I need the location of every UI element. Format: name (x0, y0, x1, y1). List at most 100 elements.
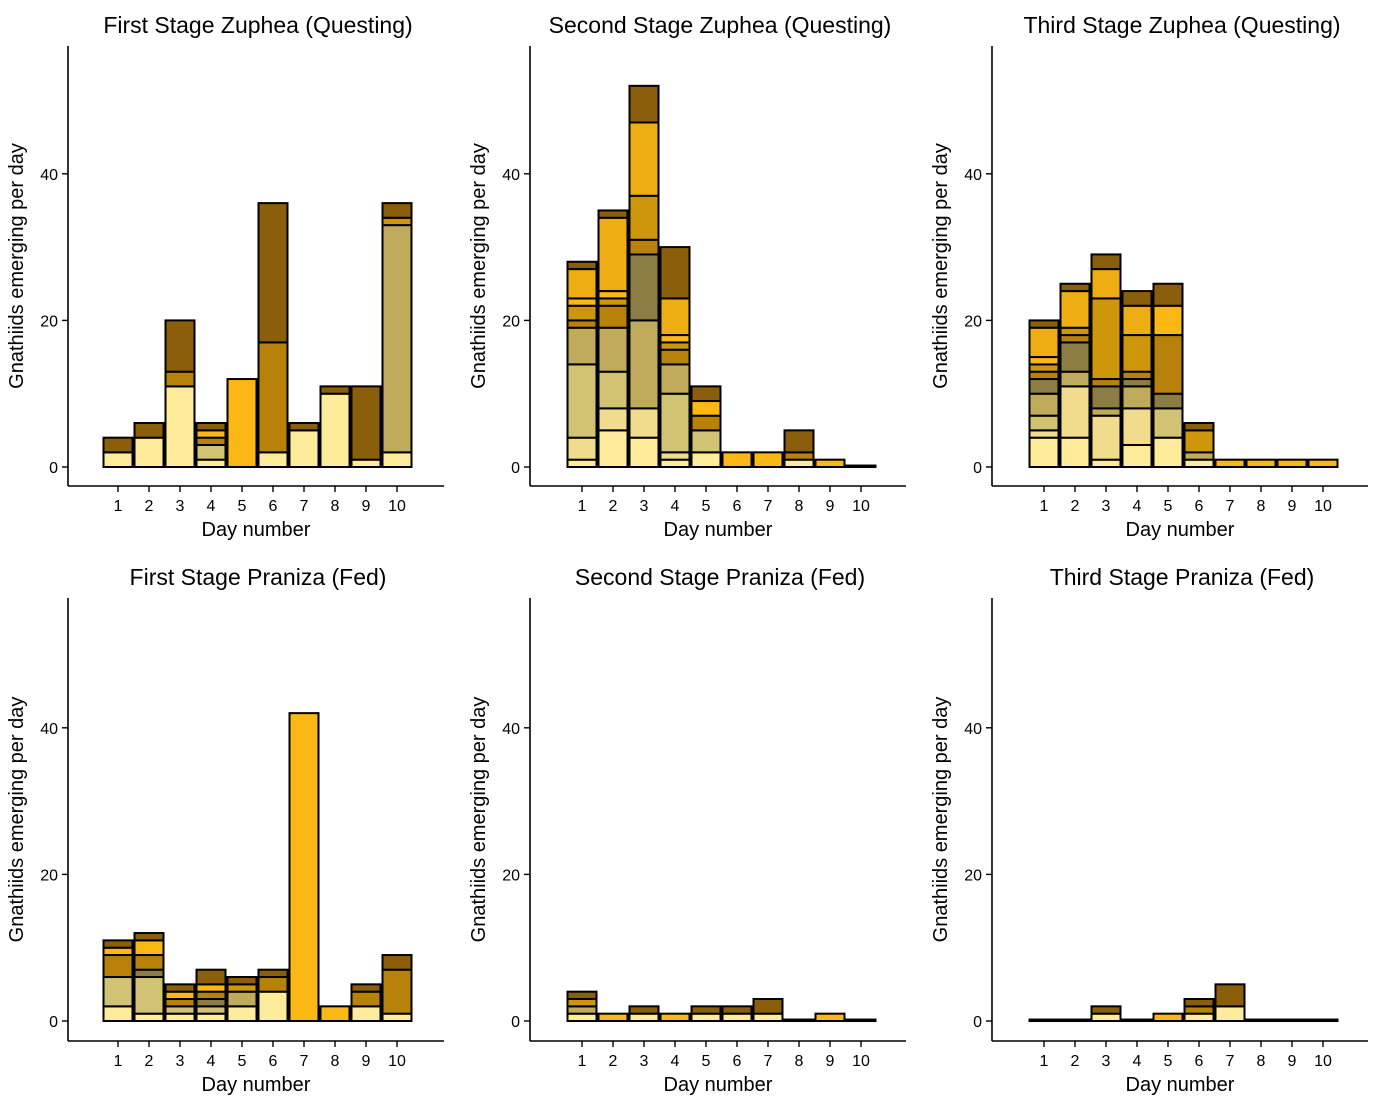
panel-4: First Stage Praniza (Fed) 0 20 40 Gnathiids … (6, 564, 444, 1096)
x-tick-label: 8 (331, 1053, 340, 1070)
bar-day-2 (1059, 1018, 1091, 1023)
bar-segment (752, 451, 784, 468)
bar-day-4 (195, 968, 227, 1022)
y-tick-label: 20 (40, 313, 58, 330)
x-tick-label: 8 (1257, 1053, 1266, 1070)
x-tick-label: 2 (145, 498, 154, 515)
bar-segment (381, 968, 413, 1015)
bar-segment (350, 458, 382, 469)
bar-segment (102, 436, 134, 454)
bar-segment (226, 976, 258, 986)
x-tick-label: 9 (362, 1053, 371, 1070)
y-tick-label: 0 (511, 1014, 520, 1031)
bar-day-1 (102, 436, 134, 468)
bar-segment (381, 224, 413, 454)
bar-segment (1152, 436, 1184, 468)
x-tick-label: 5 (238, 498, 247, 515)
bar-day-3 (628, 1005, 660, 1022)
bar-day-3 (1090, 253, 1122, 469)
x-tick-label: 6 (1195, 1053, 1204, 1070)
bar-segment (690, 451, 722, 468)
y-tick-label: 40 (502, 167, 520, 184)
bar-segment (659, 363, 691, 395)
x-axis-title: Day number (664, 1074, 773, 1096)
x-tick-label: 5 (1164, 1053, 1173, 1070)
bar-day-9 (1276, 458, 1308, 469)
bar-segment (288, 429, 320, 469)
bar-day-7 (752, 998, 784, 1022)
bar-segment (164, 990, 196, 1001)
bar-day-5 (1152, 1012, 1184, 1022)
y-tick-label: 20 (502, 313, 520, 330)
bar-segment (659, 246, 691, 300)
bar-segment (566, 260, 598, 271)
bar-day-2 (133, 422, 165, 468)
bar-segment (133, 939, 165, 957)
bar-segment (1121, 334, 1153, 373)
bar-day-8 (1245, 1018, 1277, 1023)
bar-day-3 (164, 319, 196, 468)
bar-day-9 (814, 458, 846, 469)
bar-segment (659, 458, 691, 469)
bar-segment (721, 1012, 753, 1022)
x-tick-label: 9 (362, 498, 371, 515)
x-tick-label: 7 (764, 498, 773, 515)
bar-segment (1090, 1005, 1122, 1015)
y-axis-title: Gnathiids emerging per day (930, 143, 952, 389)
bar-segment (566, 990, 598, 1001)
bar-segment (195, 1012, 227, 1022)
bar-day-7 (1214, 458, 1246, 469)
bar-day-2 (597, 1012, 629, 1022)
bar-segment (195, 998, 227, 1008)
bar-segment (566, 297, 598, 307)
x-tick-label: 4 (671, 1053, 680, 1070)
x-tick-label: 7 (1226, 1053, 1235, 1070)
x-tick-label: 3 (1102, 1053, 1111, 1070)
bar-segment (783, 429, 815, 454)
bar-segment (597, 209, 629, 219)
bar-segment (164, 1012, 196, 1022)
y-tick-label: 0 (973, 1014, 982, 1031)
panel-title: Third Stage Praniza (Fed) (1050, 564, 1315, 590)
bar-day-3 (164, 983, 196, 1022)
bar-segment (350, 983, 382, 993)
bar-day-2 (1059, 282, 1091, 468)
y-axis-title: Gnathiids emerging per day (6, 143, 28, 389)
bar-segment (1183, 1012, 1215, 1022)
panel-3: Third Stage Zuphea (Questing) 0 20 40 Gnathi… (930, 12, 1368, 541)
bar-segment (133, 1012, 165, 1022)
bar-segment (1090, 385, 1122, 410)
bar-segment (133, 968, 165, 979)
x-tick-label: 3 (176, 1053, 185, 1070)
bar-segment (628, 194, 660, 241)
bar-segment (1152, 407, 1184, 439)
bar-segment (597, 290, 629, 300)
bar-segment (1059, 370, 1091, 388)
bar-segment (1245, 1018, 1277, 1023)
panel-title: First Stage Zuphea (Questing) (103, 12, 412, 38)
bar-segment (1121, 1018, 1153, 1023)
bar-segment (164, 983, 196, 993)
x-tick-label: 2 (1071, 1053, 1080, 1070)
bar-segment (1090, 414, 1122, 461)
bar-segment (195, 429, 227, 439)
bar-day-6 (257, 202, 289, 468)
bar-segment (350, 385, 382, 461)
bar-day-8 (1245, 458, 1277, 469)
bar-segment (814, 1012, 846, 1022)
bar-segment (721, 1005, 753, 1015)
bar-segment (1214, 458, 1246, 469)
bar-segment (1183, 458, 1215, 469)
bar-day-8 (783, 1018, 815, 1023)
bar-segment (1028, 429, 1060, 439)
bar-segment (1090, 458, 1122, 469)
bar-segment (102, 946, 134, 957)
bar-segment (164, 998, 196, 1008)
bar-segment (566, 436, 598, 461)
y-tick-label: 20 (502, 867, 520, 884)
bar-day-4 (195, 422, 227, 469)
x-tick-label: 10 (852, 1053, 870, 1070)
bar-segment (721, 451, 753, 468)
bar-segment (1028, 319, 1060, 329)
